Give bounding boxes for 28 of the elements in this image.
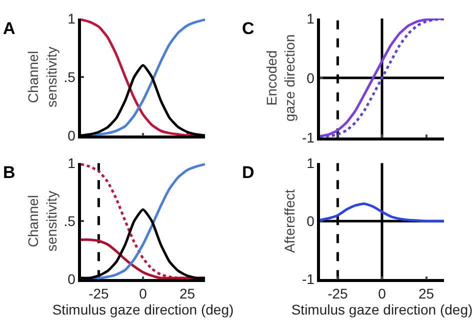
x-tick-label: 0 xyxy=(378,286,386,302)
y-tick-label: .5 xyxy=(64,68,76,85)
x-tick-label: 0 xyxy=(139,286,148,302)
x-tick-label: -25 xyxy=(328,286,348,302)
x-axis-title: Stimulus gaze direction (deg) xyxy=(52,302,234,318)
y-axis-title: Aftereffect xyxy=(282,189,298,253)
x-tick-label: 25 xyxy=(180,286,196,302)
x-tick-label: -25 xyxy=(88,286,110,302)
y-tick-label: -1 xyxy=(302,271,315,288)
y-axis-title: Channel sensitivity xyxy=(25,46,60,108)
text: D xyxy=(242,163,254,182)
y-tick-label: .5 xyxy=(64,213,76,230)
y-tick-label: 0 xyxy=(306,70,315,86)
y-tick-label: 0 xyxy=(68,127,76,144)
text: A xyxy=(3,19,16,38)
y-tick-label: 0 xyxy=(68,271,76,288)
y-tick-label: -1 xyxy=(302,129,315,146)
y-tick-label: 1 xyxy=(68,154,76,171)
y-tick-label: 1 xyxy=(306,154,315,171)
text: C xyxy=(242,19,254,38)
y-tick-label: 1 xyxy=(306,10,315,26)
x-tick-label: 25 xyxy=(418,286,434,302)
y-tick-label: 0 xyxy=(306,213,315,230)
text: B xyxy=(3,163,16,182)
y-axis-title: Channel sensitivity xyxy=(25,190,60,252)
x-axis-title: Stimulus gaze direction (deg) xyxy=(291,302,473,318)
y-tick-label: 1 xyxy=(68,10,76,26)
y-axis-title: Encoded gaze direction xyxy=(263,34,298,122)
